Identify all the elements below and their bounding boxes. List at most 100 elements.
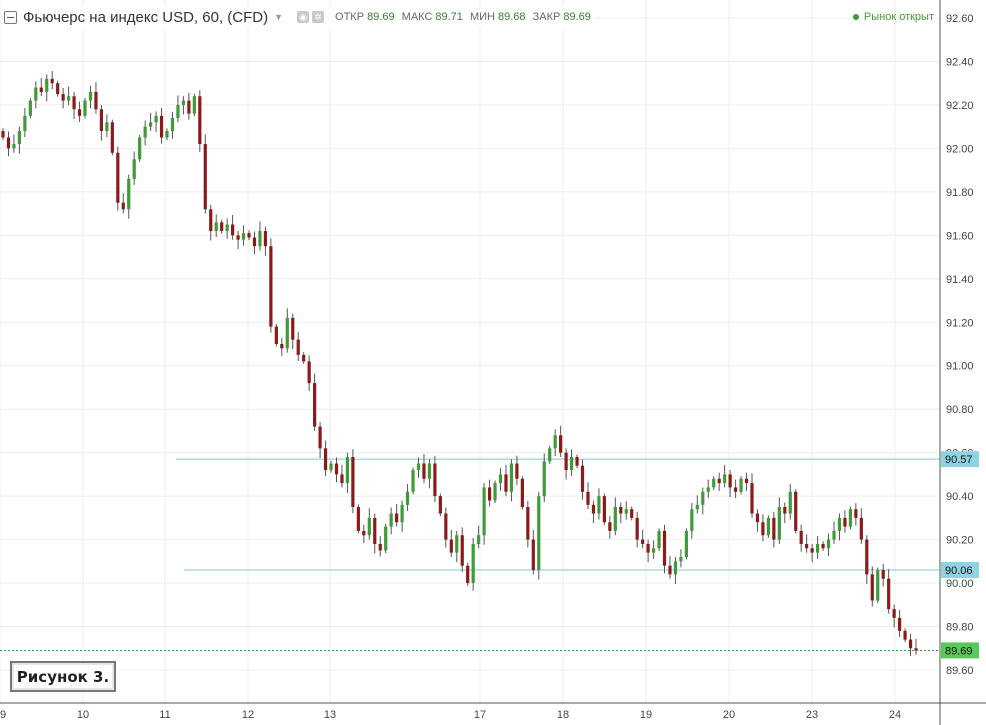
candle <box>471 537 475 591</box>
candle <box>624 501 628 520</box>
low-label: МИН <box>469 11 495 23</box>
candle <box>837 513 842 541</box>
candle <box>127 174 131 219</box>
candle <box>586 482 590 510</box>
y-tick-label: 92.40 <box>946 56 974 68</box>
candle <box>477 525 481 549</box>
candle <box>170 111 175 139</box>
y-tick-label: 91.00 <box>946 361 974 373</box>
candle <box>744 472 749 491</box>
candle <box>274 324 278 347</box>
candle <box>384 523 388 554</box>
ohlc-readout: ОТКР 89.69 МАКС 89.71 МИН 89.68 ЗАКР 89.69 <box>335 11 595 23</box>
candle <box>28 97 32 119</box>
candle <box>832 521 836 544</box>
candle <box>433 455 437 503</box>
candle <box>263 226 268 256</box>
candle <box>72 91 76 119</box>
candle <box>203 134 207 214</box>
candle <box>460 527 464 572</box>
candle <box>181 96 186 115</box>
candle <box>285 308 289 353</box>
candle <box>318 422 322 458</box>
candle <box>389 507 393 535</box>
close-label: ЗАКР <box>532 11 561 23</box>
y-tick-label: 92.20 <box>946 100 974 112</box>
level-price-label: 90.06 <box>945 565 973 577</box>
candle <box>575 454 579 469</box>
last-price-tag <box>941 642 979 659</box>
level-price-tag <box>941 562 979 579</box>
candle <box>706 479 710 498</box>
y-tick-label: 90.80 <box>946 404 974 416</box>
chart-header: Фьючерс на индекс USD, 60, (CFD) ▼ ◉ ✲ О… <box>4 6 595 28</box>
y-tick-label: 90.20 <box>946 535 974 547</box>
candle <box>395 503 399 527</box>
candle <box>750 473 754 518</box>
candle <box>405 483 410 511</box>
candle <box>821 541 825 551</box>
candle <box>455 530 459 563</box>
y-tick-label: 91.80 <box>946 187 974 199</box>
x-tick-label: 23 <box>806 709 818 721</box>
y-tick-label: 91.40 <box>946 274 974 286</box>
candle <box>110 119 114 156</box>
level-lines <box>0 458 940 651</box>
collapse-icon[interactable] <box>4 10 17 24</box>
candle <box>569 449 574 477</box>
candle <box>559 425 563 458</box>
candle <box>848 506 852 530</box>
close-value: 89.69 <box>563 11 591 23</box>
eye-icon[interactable]: ◉ <box>297 11 310 23</box>
candle <box>121 193 125 214</box>
candle <box>187 92 191 120</box>
candle <box>482 483 486 545</box>
candle <box>684 528 688 560</box>
candle <box>198 90 202 152</box>
candle <box>613 497 617 536</box>
candle <box>427 459 432 489</box>
figure-label: Рисунок 3. <box>10 661 116 692</box>
x-tick-label: 17 <box>474 709 486 721</box>
candle <box>553 429 557 457</box>
candle <box>662 524 667 574</box>
candle <box>504 464 508 497</box>
gear-icon[interactable]: ✲ <box>312 11 325 23</box>
candle <box>826 533 831 557</box>
y-tick-label: 92.60 <box>946 13 974 25</box>
chevron-down-icon[interactable]: ▼ <box>274 12 284 22</box>
y-tick-label: 89.60 <box>946 665 974 677</box>
candle <box>619 502 623 524</box>
candle <box>897 610 902 637</box>
symbol-title[interactable]: Фьючерс на индекс USD, 60, (CFD) <box>23 8 269 26</box>
candle <box>805 534 809 553</box>
status-dot-icon <box>852 14 859 20</box>
candle <box>531 530 535 575</box>
candle <box>154 111 158 132</box>
candle <box>165 128 169 141</box>
candle <box>61 87 65 109</box>
x-tick-label: 11 <box>159 709 170 721</box>
candle <box>99 104 104 141</box>
candle <box>138 134 142 162</box>
y-tick-label: 89.80 <box>946 622 974 634</box>
candle <box>799 524 803 552</box>
candle <box>307 355 311 391</box>
candle <box>646 539 650 563</box>
candle <box>258 221 262 251</box>
candle <box>291 313 295 350</box>
candle <box>908 633 913 657</box>
candle <box>520 476 524 510</box>
candle <box>313 373 317 431</box>
open-value: 89.69 <box>367 11 395 23</box>
candle <box>411 467 415 495</box>
y-tick-label: 91.60 <box>946 230 974 242</box>
candle <box>635 511 639 548</box>
open-label: ОТКР <box>335 11 365 23</box>
candle <box>859 508 863 544</box>
candle <box>548 445 552 464</box>
candle <box>695 495 699 514</box>
x-tick-label: 10 <box>77 709 89 721</box>
candle <box>269 238 273 333</box>
